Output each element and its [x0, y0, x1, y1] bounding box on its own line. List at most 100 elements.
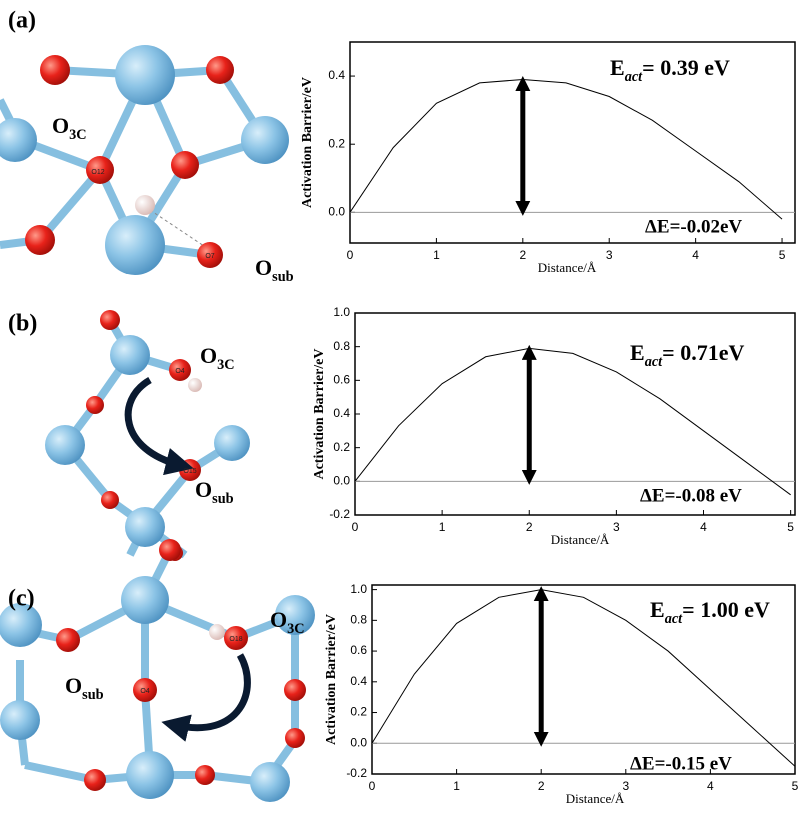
- x-tick-label: 0: [347, 248, 354, 262]
- energy-curve: [355, 348, 791, 494]
- osub-label-sub: sub: [272, 269, 294, 285]
- x-tick-label: 3: [613, 520, 620, 534]
- atom-label: O7: [205, 253, 214, 260]
- y-tick-label: 1.0: [350, 582, 367, 596]
- o-atom: [159, 539, 181, 561]
- x-tick-label: 1: [433, 248, 440, 262]
- x-tick-label: 5: [792, 779, 799, 793]
- barrier-label: Eact= 1.00 eV: [650, 597, 770, 627]
- o3c-label-sub: 3C: [69, 127, 86, 143]
- delta-e-label: ΔE=-0.15 eV: [630, 753, 732, 774]
- y-tick-label: 0.0: [333, 474, 350, 488]
- ti-atom: [241, 116, 289, 164]
- o-atom: [40, 55, 70, 85]
- x-tick-label: 0: [352, 520, 359, 534]
- atom-label: O15: [183, 468, 196, 475]
- o-atom: [101, 491, 119, 509]
- barrier-label-sub: act: [665, 611, 683, 627]
- y-tick-label: 0.2: [328, 136, 345, 150]
- ti-atom: [250, 762, 290, 802]
- x-tick-label: 4: [692, 248, 699, 262]
- x-tick-label: 3: [606, 248, 613, 262]
- atom-label: O4: [140, 688, 149, 695]
- barrier-label-sub: act: [645, 354, 663, 370]
- y-tick-label: 1.0: [333, 305, 350, 319]
- o-atom: [100, 310, 120, 330]
- barrier-label-main: E: [610, 55, 625, 80]
- x-tick-label: 1: [453, 779, 460, 793]
- barrier-label-rest: = 1.00 eV: [682, 597, 770, 622]
- o-atom: [86, 396, 104, 414]
- y-tick-label: 0.0: [328, 205, 345, 219]
- y-tick-label: 0.2: [333, 440, 350, 454]
- osub-label-sub: sub: [212, 491, 234, 507]
- atom-label: O12: [91, 169, 104, 176]
- osub-label: Osub: [65, 673, 104, 703]
- o3c-label-sub: 3C: [217, 357, 234, 373]
- ti-atom: [0, 118, 37, 162]
- barrier-label-sub: act: [625, 69, 643, 85]
- o-atom: [25, 225, 55, 255]
- o-atom: [284, 679, 306, 701]
- y-tick-label: 0.6: [350, 643, 367, 657]
- x-tick-label: 2: [526, 520, 533, 534]
- charts: 0.0 0.2 0.4 0 1 2 3 4 5 Distance/Å Activation Barr…: [300, 42, 798, 806]
- o3c-label-main: O: [52, 113, 69, 138]
- x-tick-label: 5: [779, 248, 786, 262]
- y-axis-label: Activation Barrier/eV: [300, 77, 315, 208]
- barrier-label-rest: = 0.39 eV: [642, 55, 730, 80]
- ti-atom: [125, 507, 165, 547]
- barrier-label-rest: = 0.71eV: [662, 340, 744, 365]
- y-tick-label: 0.8: [333, 339, 350, 353]
- delta-e-label: ΔE=-0.08 eV: [640, 485, 742, 506]
- y-axis-label: Activation Barrier/eV: [324, 614, 339, 745]
- o3c-label-sub: 3C: [287, 621, 304, 637]
- o3c-label-main: O: [270, 607, 287, 632]
- ti-atom: [214, 425, 250, 461]
- osub-label: Osub: [195, 477, 234, 507]
- y-tick-label: -0.2: [346, 766, 367, 780]
- o3c-label: O3C: [52, 113, 87, 143]
- h-atom: [188, 378, 202, 392]
- figure: O12O7(a)O3COsubO4O15(b)O3COsubO18O4(c)O3…: [0, 0, 801, 814]
- ti-atom: [105, 215, 165, 275]
- o-atom: [171, 151, 199, 179]
- osub-label-main: O: [65, 673, 82, 698]
- panel-label: (c): [8, 586, 35, 612]
- x-tick-label: 2: [519, 248, 526, 262]
- osub-label: Osub: [255, 255, 294, 285]
- osub-label-sub: sub: [82, 687, 104, 703]
- o-atom: [84, 769, 106, 791]
- y-tick-label: 0.4: [328, 68, 345, 82]
- x-tick-label: 4: [707, 779, 714, 793]
- x-axis-label: Distance/Å: [551, 532, 610, 547]
- x-axis-label: Distance/Å: [538, 260, 597, 275]
- panel-label: (b): [8, 311, 37, 337]
- o-atom: [195, 765, 215, 785]
- panel-label: (a): [8, 8, 36, 34]
- o-atom: [285, 728, 305, 748]
- x-tick-label: 1: [439, 520, 446, 534]
- x-tick-label: 5: [787, 520, 794, 534]
- x-tick-label: 4: [700, 520, 707, 534]
- x-axis-label: Distance/Å: [566, 791, 625, 806]
- transfer-arrow: [128, 380, 180, 465]
- atom-label: O18: [229, 636, 242, 643]
- y-tick-label: 0.6: [333, 373, 350, 387]
- y-tick-label: 0.4: [333, 406, 350, 420]
- o3c-label: O3C: [200, 343, 235, 373]
- osub-label-main: O: [195, 477, 212, 502]
- ti-atom: [45, 425, 85, 465]
- y-tick-label: 0.4: [350, 674, 367, 688]
- y-tick-label: -0.2: [329, 507, 350, 521]
- y-tick-label: 0.0: [350, 735, 367, 749]
- ti-atom: [121, 576, 169, 624]
- osub-label-main: O: [255, 255, 272, 280]
- ti-atom: [115, 45, 175, 105]
- x-tick-label: 0: [369, 779, 376, 793]
- h-atom: [209, 624, 225, 640]
- barrier-label: Eact= 0.71eV: [630, 340, 744, 370]
- o-atom: [56, 628, 80, 652]
- o3c-label-main: O: [200, 343, 217, 368]
- y-tick-label: 0.8: [350, 613, 367, 627]
